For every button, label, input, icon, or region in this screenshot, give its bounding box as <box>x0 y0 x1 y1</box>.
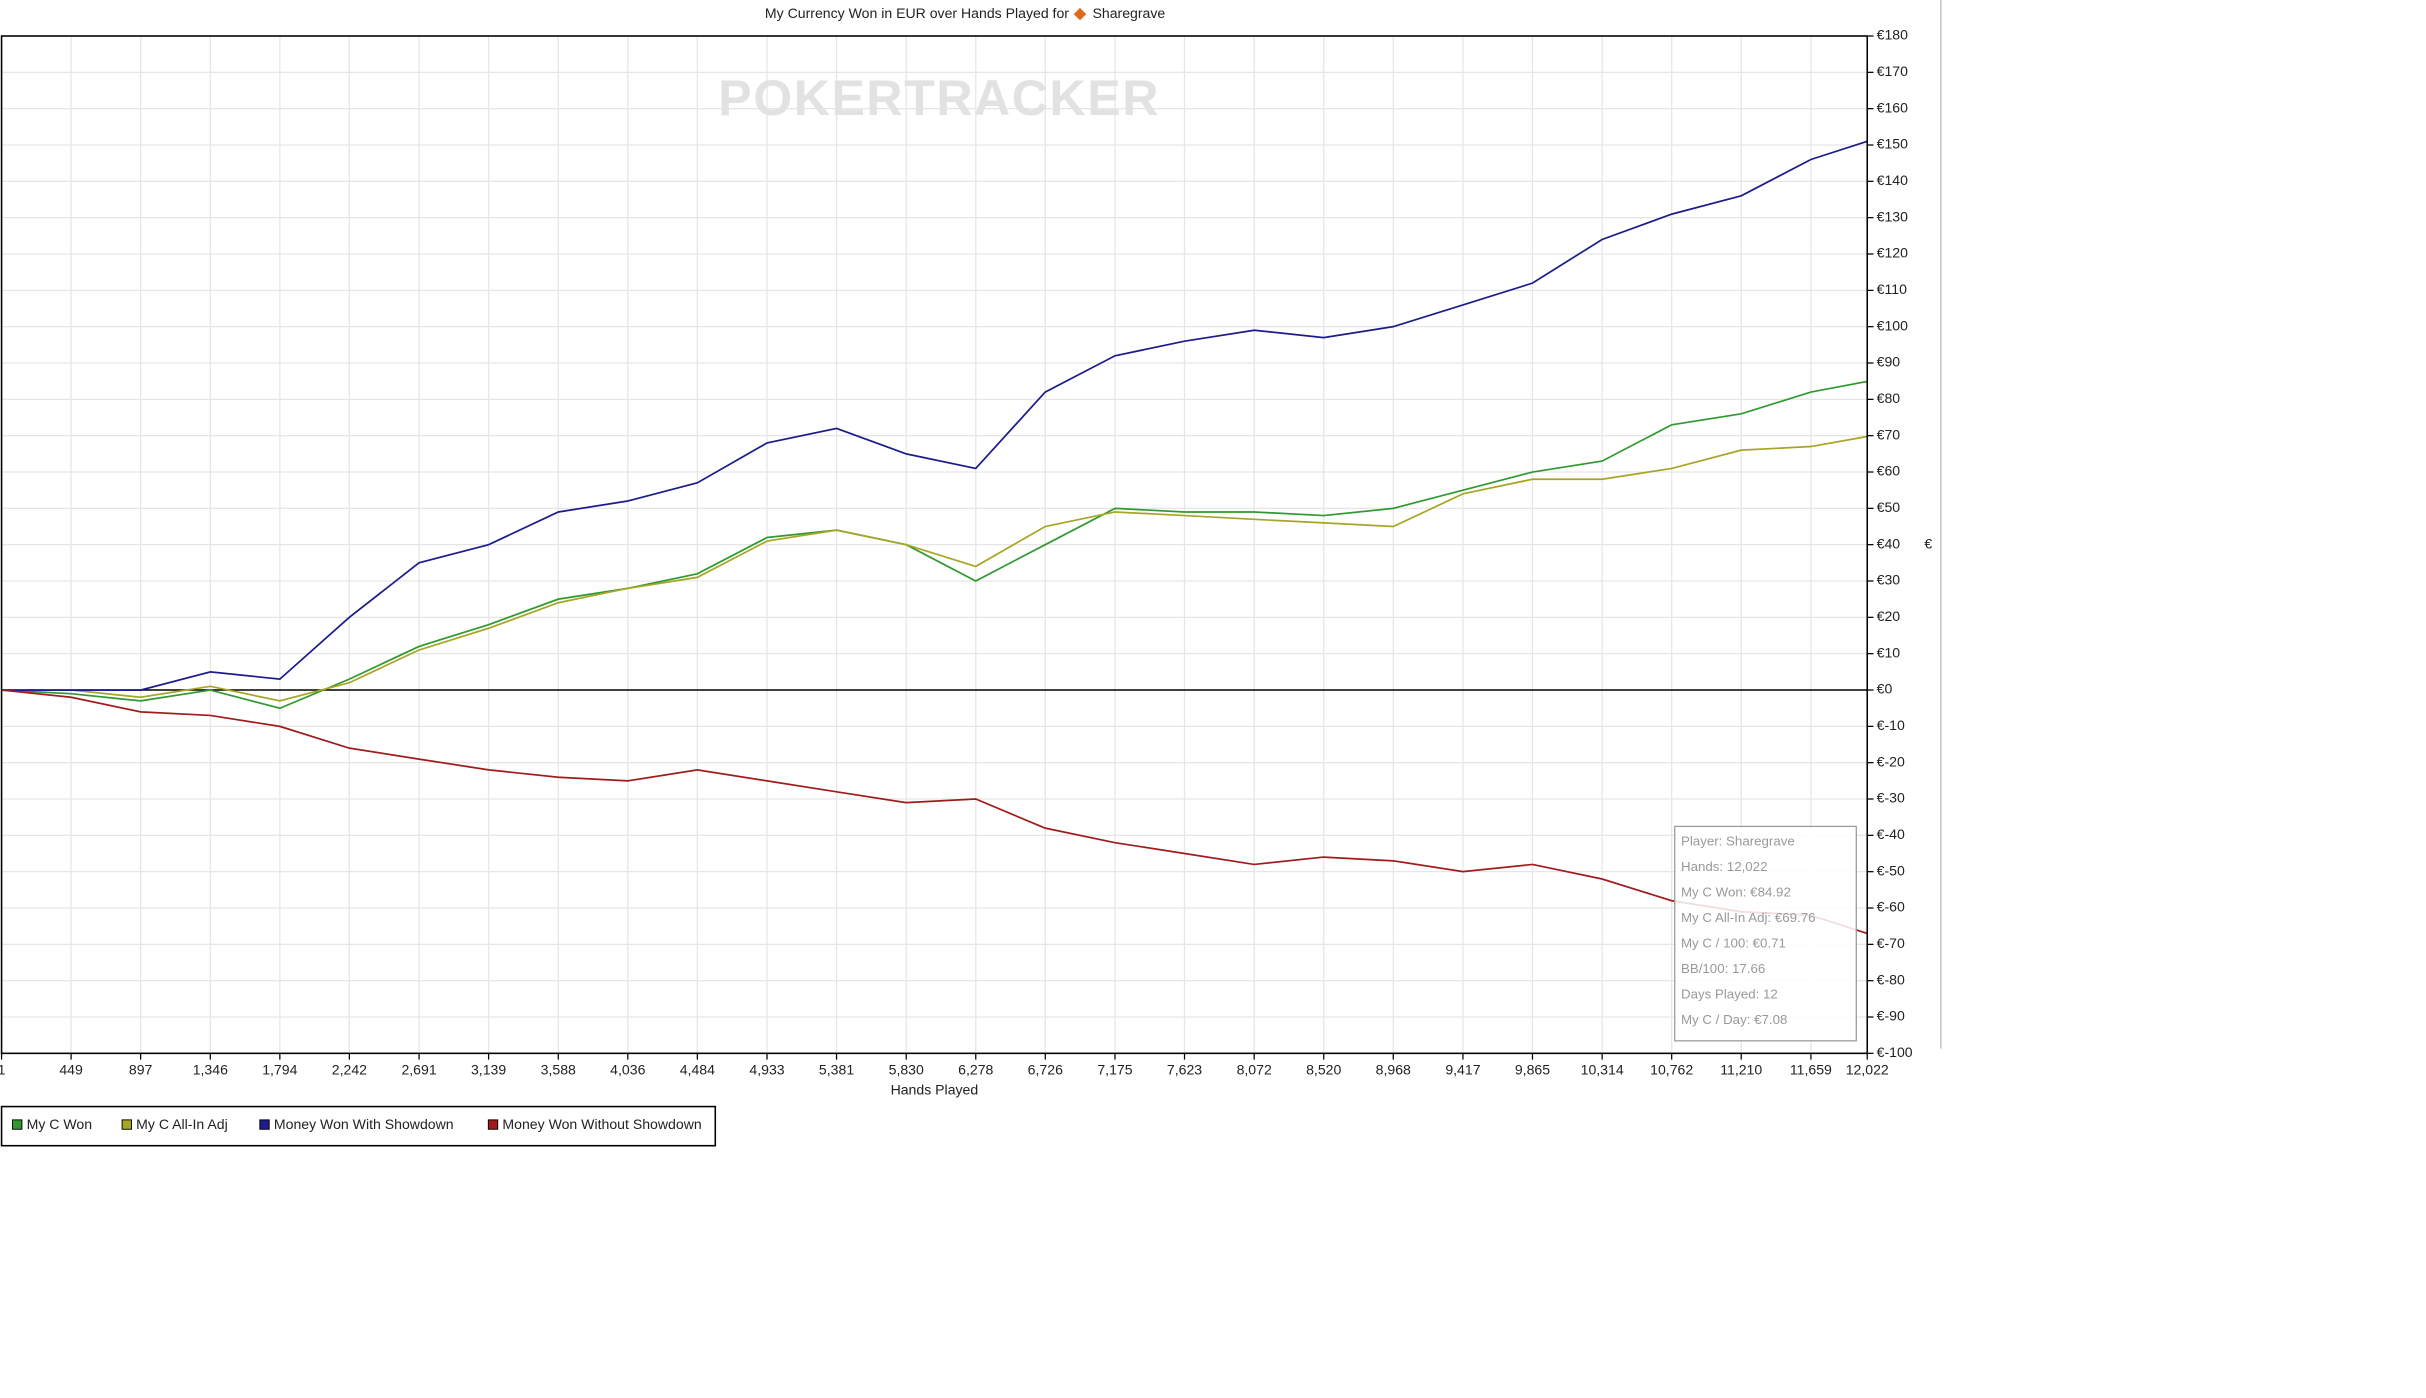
y-tick-label: €150 <box>1877 136 1908 152</box>
y-tick-label: €50 <box>1877 499 1901 515</box>
x-tick-label: 3,139 <box>471 1061 506 1077</box>
y-tick-label: €90 <box>1877 354 1901 370</box>
legend-swatch <box>259 1119 270 1130</box>
y-tick-label: €40 <box>1877 535 1901 551</box>
legend-swatch <box>121 1119 132 1130</box>
lines <box>1 140 1868 935</box>
x-tick-label: 10,762 <box>1650 1061 1693 1077</box>
x-tick-label: 4,484 <box>680 1061 715 1077</box>
y-tick-label: €60 <box>1877 463 1901 479</box>
legend-label: Money Won Without Showdown <box>502 1116 701 1132</box>
y-tick-label: €20 <box>1877 608 1901 624</box>
x-tick-label: 8,968 <box>1376 1061 1411 1077</box>
y-tick-label: €-100 <box>1877 1044 1913 1060</box>
x-tick-label: 449 <box>59 1061 83 1077</box>
x-tick-label: 1 <box>0 1061 6 1077</box>
y-tick-label: €-90 <box>1877 1008 1905 1024</box>
y-tick-label: €0 <box>1877 681 1893 697</box>
y-tick-label: €-30 <box>1877 790 1905 806</box>
x-tick-label: 8,072 <box>1237 1061 1272 1077</box>
legend-swatch <box>487 1119 499 1130</box>
x-tick-label: 1,346 <box>193 1061 228 1077</box>
legend-swatch <box>12 1119 23 1130</box>
x-tick-label: 8,520 <box>1306 1061 1341 1077</box>
tooltip-box <box>1674 825 1857 1042</box>
x-tick-label: 2,691 <box>401 1061 436 1077</box>
legend-label: My C Won <box>27 1116 92 1132</box>
series-line <box>1 435 1868 702</box>
x-tick-label: 9,417 <box>1445 1061 1480 1077</box>
player-icon <box>1073 7 1087 21</box>
y-tick-label: €110 <box>1877 281 1907 297</box>
watermark: POKERTRACKER <box>718 70 1160 126</box>
y-tick-label: €180 <box>1877 27 1908 43</box>
tooltip-text: BB/100: 17.66 <box>1681 961 1765 976</box>
legend-label: My C All-In Adj <box>136 1116 228 1132</box>
x-tick-label: 10,314 <box>1581 1061 1624 1077</box>
x-tick-label: 897 <box>129 1061 153 1077</box>
y-tick-label: €10 <box>1877 644 1901 660</box>
x-tick-label: 11,210 <box>1720 1061 1762 1077</box>
y-tick-label: €100 <box>1877 317 1908 333</box>
x-tick-label: 1,794 <box>262 1061 297 1077</box>
series-line <box>1 689 1868 935</box>
x-tick-label: 5,830 <box>889 1061 924 1077</box>
x-tick-label: 7,175 <box>1097 1061 1132 1077</box>
y-tick-label: €-50 <box>1877 862 1905 878</box>
x-tick-label: 7,623 <box>1167 1061 1202 1077</box>
x-axis-label: Hands Played <box>891 1082 979 1098</box>
series-line <box>1 380 1868 710</box>
y-tick-label: €140 <box>1877 172 1908 188</box>
y-tick-label: €170 <box>1877 63 1908 79</box>
y-axis-label: € <box>1924 535 1932 551</box>
y-tick-label: €120 <box>1877 245 1908 261</box>
chart-title: My Currency Won in EUR over Hands Played… <box>765 5 1069 21</box>
tooltip-text: Player: Sharegrave <box>1681 834 1795 849</box>
x-tick-label: 4,036 <box>610 1061 645 1077</box>
tooltip-text: My C / Day: €7.08 <box>1681 1012 1787 1027</box>
y-tick-label: €160 <box>1877 99 1908 115</box>
x-tick-label: 11,659 <box>1790 1061 1832 1077</box>
y-tick-label: €-70 <box>1877 935 1905 951</box>
x-tick-label: 5,381 <box>819 1061 854 1077</box>
tooltip-text: My C All-In Adj: €69.76 <box>1681 910 1816 925</box>
legend-label: Money Won With Showdown <box>274 1116 454 1132</box>
tooltip-text: Hands: 12,022 <box>1681 859 1768 874</box>
y-tick-label: €130 <box>1877 208 1908 224</box>
tooltip-text: My C / 100: €0.71 <box>1681 936 1786 951</box>
tooltip-text: My C Won: €84.92 <box>1681 885 1791 900</box>
y-tick-label: €-60 <box>1877 899 1905 915</box>
grid <box>0 35 1868 1054</box>
y-tick-label: €-40 <box>1877 826 1905 842</box>
chart-player: Sharegrave <box>1092 5 1165 21</box>
y-tick-label: €70 <box>1877 426 1901 442</box>
x-tick-label: 2,242 <box>332 1061 367 1077</box>
y-tick-label: €-80 <box>1877 971 1905 987</box>
tooltip-text: Days Played: 12 <box>1681 987 1778 1002</box>
y-tick-label: €-10 <box>1877 717 1905 733</box>
x-tick-label: 9,865 <box>1515 1061 1550 1077</box>
y-tick-label: €30 <box>1877 572 1901 588</box>
x-tick-label: 6,278 <box>958 1061 993 1077</box>
legend-box <box>0 1105 717 1147</box>
series-line <box>1 140 1868 691</box>
x-tick-label: 4,933 <box>749 1061 784 1077</box>
x-tick-label: 6,726 <box>1028 1061 1063 1077</box>
y-tick-label: €80 <box>1877 390 1901 406</box>
y-tick-label: €-20 <box>1877 753 1905 769</box>
x-tick-label: 3,588 <box>541 1061 576 1077</box>
x-tick-label: 12,022 <box>1846 1061 1889 1077</box>
